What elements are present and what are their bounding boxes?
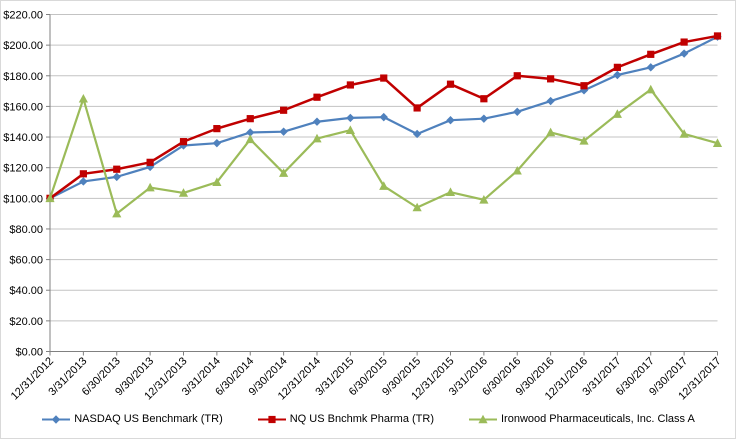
x-axis-labels: 12/31/20123/31/20136/30/20139/30/201312/…: [9, 355, 724, 402]
y-tick-label: $160.00: [3, 101, 43, 113]
y-tick-label: $140.00: [3, 132, 43, 144]
legend-label: NQ US Bnchmk Pharma (TR): [289, 413, 434, 425]
series-ironwood-pharmaceuticals-inc-class-a: [45, 84, 723, 218]
legend-line-triangle-icon: [468, 414, 497, 423]
y-tick-label: $220.00: [3, 10, 43, 22]
y-tick-label: $60.00: [9, 255, 43, 267]
legend-line-diamond-icon: [42, 414, 71, 424]
y-tick-label: $100.00: [3, 193, 43, 205]
legend-item-nasdaq-us-benchmark: NASDAQ US Benchmark (TR): [41, 413, 223, 425]
y-tick-label: $20.00: [9, 316, 43, 328]
series-nasdaq-us-benchmark-tr: [45, 32, 722, 203]
x-tick-label: 12/31/2012: [9, 355, 56, 402]
legend-label: Ironwood Pharmaceuticals, Inc. Class A: [500, 413, 695, 425]
y-tick-label: $120.00: [3, 163, 43, 175]
legend-item-nq-us-bnchmk-pharma: NQ US Bnchmk Pharma (TR): [257, 413, 434, 425]
y-axis-labels: $0.00 $20.00 $40.00 $60.00 $80.00 $100.00 $120…: [3, 10, 43, 359]
legend-label: NASDAQ US Benchmark (TR): [74, 413, 223, 425]
y-tick-label: $180.00: [3, 71, 43, 83]
axes: [46, 14, 718, 356]
legend-line-square-icon: [257, 415, 286, 423]
y-tick-label: $200.00: [3, 40, 43, 52]
y-tick-label: $0.00: [15, 347, 43, 359]
y-tick-label: $80.00: [9, 224, 43, 236]
legend: NASDAQ US Benchmark (TR) NQ US Bnchmk Ph…: [1, 405, 735, 433]
legend-item-ironwood-pharmaceuticals: Ironwood Pharmaceuticals, Inc. Class A: [468, 413, 695, 425]
y-tick-label: $40.00: [9, 285, 43, 297]
